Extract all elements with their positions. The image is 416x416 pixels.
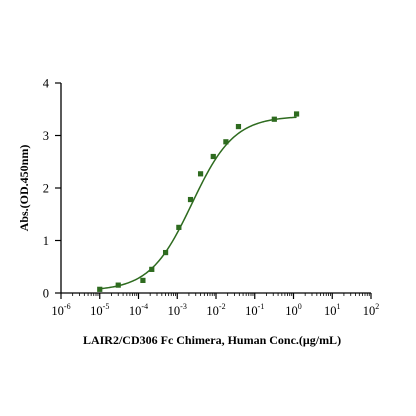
y-tick-label: 0: [43, 287, 49, 301]
x-axis-ticks: 10-6 10-5 10-4 10-3 10-2 10-1 100 101 102: [51, 293, 379, 318]
y-tick-label: 3: [43, 129, 49, 143]
y-tick-label: 2: [43, 182, 49, 196]
data-points: [97, 111, 300, 292]
data-point: [115, 282, 121, 288]
x-tick-label: 10-4: [129, 302, 148, 318]
x-tick-label: 10-3: [168, 302, 187, 318]
data-point: [210, 153, 216, 160]
x-tick-label: 101: [324, 302, 341, 318]
data-point: [223, 139, 229, 145]
y-tick-label: 4: [43, 77, 50, 91]
y-axis-title: Abs.(OD.450nm): [17, 145, 31, 232]
data-point: [162, 249, 169, 256]
data-point: [197, 171, 204, 177]
x-tick-label: 10-6: [51, 302, 70, 318]
axes: [60, 83, 371, 294]
data-point: [271, 116, 277, 122]
data-point: [149, 266, 155, 272]
data-point: [235, 123, 242, 130]
fit-curve: [99, 116, 297, 290]
x-tick-label: 102: [363, 302, 380, 318]
x-tick-label: 10-5: [90, 302, 109, 318]
x-tick-label: 10-1: [245, 302, 264, 318]
x-tick-label: 100: [285, 302, 302, 318]
data-point: [176, 224, 182, 230]
data-point: [140, 277, 146, 283]
y-tick-label: 1: [43, 234, 49, 248]
data-point: [97, 286, 103, 292]
data-point: [187, 196, 194, 203]
x-axis-title: LAIR2/CD306 Fc Chimera, Human Conc.(μg/m…: [83, 333, 341, 347]
data-point: [293, 111, 300, 117]
y-axis-ticks: 0 1 2 3 4: [43, 77, 61, 301]
x-tick-label: 10-2: [206, 302, 225, 318]
